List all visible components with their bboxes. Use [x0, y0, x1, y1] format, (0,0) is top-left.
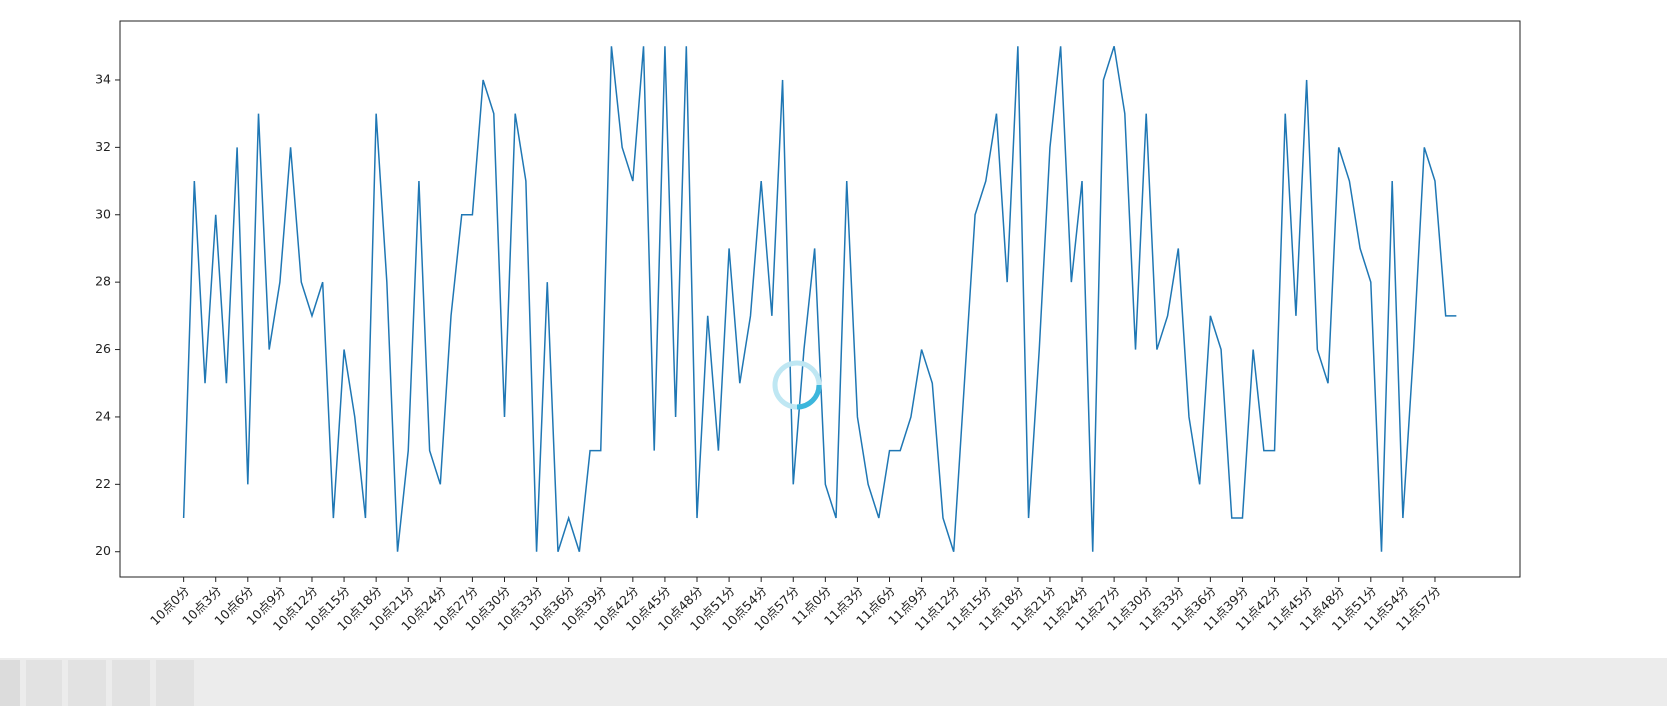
- y-tick-label: 30: [95, 206, 111, 221]
- tab: [156, 660, 194, 706]
- tab: [0, 660, 20, 706]
- y-tick-label: 26: [95, 341, 111, 356]
- taskbar: [0, 658, 1667, 706]
- tab: [68, 660, 106, 706]
- spinner-arc: [796, 384, 822, 410]
- data-line: [182, 46, 1457, 552]
- tab: [26, 660, 62, 706]
- tab: [112, 660, 150, 706]
- y-tick-label: 32: [95, 139, 111, 154]
- y-tick-label: 28: [95, 274, 111, 289]
- y-tick-label: 22: [95, 476, 111, 491]
- y-tick-label: 24: [95, 408, 111, 423]
- y-tick-label: 20: [95, 543, 111, 558]
- axes-frame: [119, 20, 1521, 578]
- y-tick-label: 34: [95, 71, 111, 86]
- loading-spinner: [772, 360, 822, 410]
